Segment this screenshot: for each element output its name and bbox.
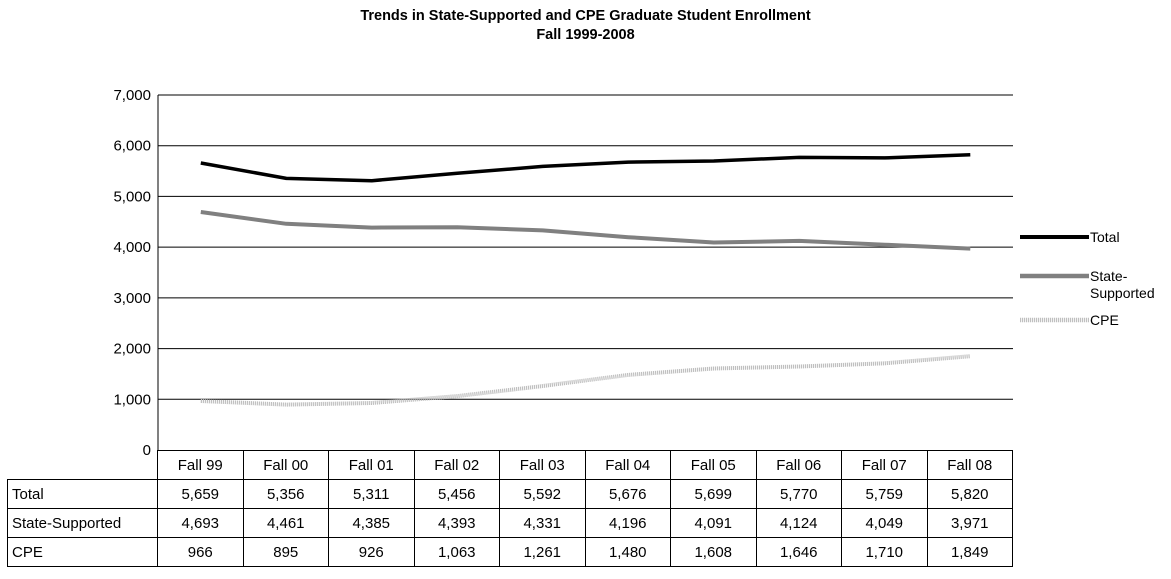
data-label: 4,331 xyxy=(499,508,586,538)
data-label: 4,461 xyxy=(242,508,329,538)
table-row-label: CPE xyxy=(7,537,158,567)
y-tick-label: 5,000 xyxy=(113,188,151,205)
data-label: 5,770 xyxy=(755,479,842,509)
data-label: 5,759 xyxy=(841,479,928,509)
data-label: 1,480 xyxy=(584,537,671,567)
x-category-label: Fall 05 xyxy=(670,450,757,480)
data-label: 5,356 xyxy=(242,479,329,509)
y-tick-label: 4,000 xyxy=(113,239,151,256)
table-corner xyxy=(8,451,158,480)
y-tick-label: 6,000 xyxy=(113,138,151,155)
legend: Total State-Supported CPE xyxy=(1020,229,1155,328)
data-label: 4,124 xyxy=(755,508,842,538)
table-row: CPE 966 895 926 1,063 1,261 1,480 1,608 1,646 1,7… xyxy=(7,537,1013,567)
data-label: 1,710 xyxy=(841,537,928,567)
table-row-label: State-Supported xyxy=(7,508,158,538)
legend-label: CPE xyxy=(1090,312,1119,328)
y-tick-label: 2,000 xyxy=(113,341,151,358)
data-label: 5,699 xyxy=(670,479,757,509)
data-label: 1,608 xyxy=(670,537,757,567)
data-label: 4,049 xyxy=(841,508,928,538)
data-label: 5,311 xyxy=(328,479,415,509)
y-tick-label: 3,000 xyxy=(113,290,151,307)
legend-label: State-Supported xyxy=(1090,268,1155,301)
y-tick-label: 1,000 xyxy=(113,391,151,408)
x-category-label: Fall 08 xyxy=(926,450,1013,480)
table-row: Total 5,659 5,356 5,311 5,456 5,592 5,676 5,699… xyxy=(7,479,1013,509)
data-label: 5,456 xyxy=(413,479,500,509)
data-label: 1,849 xyxy=(926,537,1013,567)
chart-title: Trends in State-Supported and CPE Gradua… xyxy=(360,8,811,24)
x-category-label: Fall 99 xyxy=(157,450,244,480)
table-row-label: Total xyxy=(7,479,158,509)
y-axis: 0 1,000 2,000 3,000 4,000 5,000 6,000 7,000 xyxy=(113,87,159,459)
series-lines xyxy=(200,153,971,407)
data-label: 966 xyxy=(157,537,244,567)
data-table: Fall 99 Fall 00 Fall 01 Fall 02 Fall 03 Fall … xyxy=(7,450,1013,567)
x-category-label: Fall 06 xyxy=(755,450,842,480)
legend-label: Total xyxy=(1090,229,1120,245)
data-label: 4,385 xyxy=(328,508,415,538)
table-header-row: Fall 99 Fall 00 Fall 01 Fall 02 Fall 03 Fall … xyxy=(8,450,1013,480)
data-label: 5,659 xyxy=(157,479,244,509)
x-category-label: Fall 01 xyxy=(328,450,415,480)
data-label: 4,693 xyxy=(157,508,244,538)
x-category-label: Fall 07 xyxy=(841,450,928,480)
y-tick-label: 7,000 xyxy=(113,87,151,104)
table-row: State-Supported 4,693 4,461 4,385 4,393 4,331… xyxy=(7,508,1013,538)
data-label: 926 xyxy=(328,537,415,567)
chart-subtitle: Fall 1999-2008 xyxy=(536,27,635,43)
data-label: 1,646 xyxy=(755,537,842,567)
series-line-state-supported xyxy=(200,210,971,251)
y-tick-label: 0 xyxy=(143,442,151,459)
x-category-label: Fall 03 xyxy=(499,450,586,480)
data-label: 5,820 xyxy=(926,479,1013,509)
data-label: 895 xyxy=(242,537,329,567)
data-label: 5,592 xyxy=(499,479,586,509)
data-label: 5,676 xyxy=(584,479,671,509)
data-label: 4,393 xyxy=(413,508,500,538)
data-label: 4,091 xyxy=(670,508,757,538)
data-label: 1,261 xyxy=(499,537,586,567)
x-category-label: Fall 02 xyxy=(413,450,500,480)
series-line-total xyxy=(200,153,971,183)
x-category-label: Fall 00 xyxy=(242,450,329,480)
data-label: 4,196 xyxy=(584,508,671,538)
data-label: 3,971 xyxy=(926,508,1013,538)
gridlines xyxy=(158,94,1013,400)
data-label: 1,063 xyxy=(413,537,500,567)
series-line-cpe xyxy=(200,354,971,407)
x-category-label: Fall 04 xyxy=(584,450,671,480)
